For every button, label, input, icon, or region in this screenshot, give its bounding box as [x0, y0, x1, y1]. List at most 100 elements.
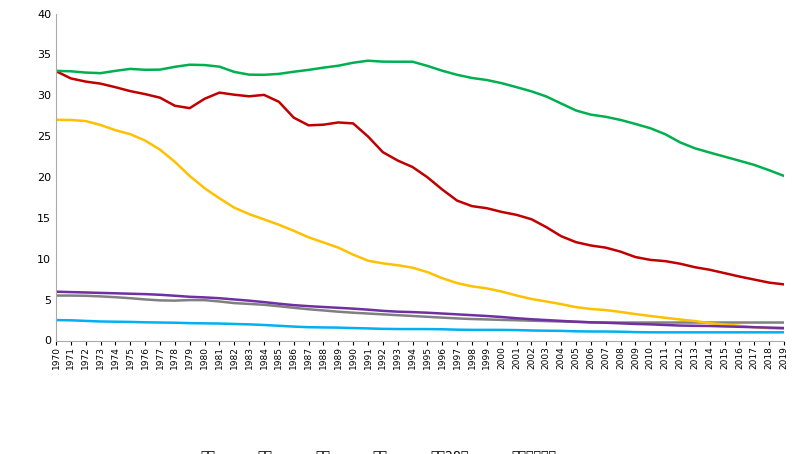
日本	[482, 317, 492, 322]
韩国	[51, 117, 61, 123]
Legend: 中国, 美国, 日本, 韩国, 欧盟28国, 最不发达国家: 中国, 美国, 日本, 韩国, 欧盟28国, 最不发达国家	[162, 445, 561, 454]
Line: 美国: 美国	[56, 320, 784, 332]
最不发达国家	[734, 158, 744, 163]
中国	[363, 134, 373, 139]
日本	[705, 320, 714, 325]
中国	[616, 249, 626, 254]
美国	[556, 328, 566, 334]
欧盟28国	[750, 325, 759, 330]
中国	[750, 277, 759, 282]
最不发达国家	[779, 173, 789, 178]
中国	[155, 95, 165, 100]
最不发达国家	[244, 72, 254, 77]
美国	[66, 317, 76, 323]
欧盟28国	[230, 297, 239, 302]
中国	[126, 89, 135, 94]
中国	[393, 158, 402, 163]
韩国	[244, 212, 254, 217]
韩国	[675, 317, 685, 322]
最不发达国家	[51, 68, 61, 74]
最不发达国家	[601, 114, 610, 119]
最不发达国家	[304, 67, 314, 73]
韩国	[734, 323, 744, 329]
中国	[542, 224, 551, 230]
美国	[764, 330, 774, 335]
韩国	[110, 128, 120, 133]
韩国	[96, 122, 106, 128]
中国	[289, 115, 298, 120]
最不发达国家	[200, 62, 210, 68]
欧盟28国	[660, 322, 670, 328]
欧盟28国	[720, 324, 730, 329]
日本	[438, 315, 447, 321]
美国	[140, 320, 150, 325]
美国	[348, 326, 358, 331]
中国	[110, 84, 120, 90]
中国	[630, 254, 640, 260]
日本	[526, 318, 536, 323]
美国	[274, 323, 284, 329]
中国	[408, 164, 418, 170]
中国	[646, 257, 655, 262]
最不发达国家	[230, 69, 239, 74]
最不发达国家	[259, 72, 269, 78]
美国	[630, 330, 640, 335]
中国	[556, 233, 566, 239]
中国	[378, 149, 388, 155]
最不发达国家	[467, 75, 477, 81]
韩国	[289, 228, 298, 233]
美国	[690, 330, 700, 335]
欧盟28国	[556, 318, 566, 324]
日本	[690, 320, 700, 325]
中国	[601, 245, 610, 250]
欧盟28国	[378, 308, 388, 314]
日本	[259, 302, 269, 307]
美国	[289, 324, 298, 329]
日本	[452, 316, 462, 321]
日本	[542, 318, 551, 324]
欧盟28国	[586, 320, 596, 325]
最不发达国家	[764, 168, 774, 173]
美国	[497, 327, 506, 333]
日本	[304, 306, 314, 312]
美国	[586, 329, 596, 334]
最不发达国家	[438, 68, 447, 74]
中国	[51, 69, 61, 74]
韩国	[200, 186, 210, 191]
美国	[110, 319, 120, 325]
中国	[675, 261, 685, 266]
最不发达国家	[289, 69, 298, 74]
欧盟28国	[616, 321, 626, 326]
美国	[214, 321, 224, 326]
最不发达国家	[422, 63, 432, 69]
中国	[779, 281, 789, 287]
最不发达国家	[720, 154, 730, 159]
韩国	[318, 240, 328, 245]
日本	[616, 320, 626, 325]
欧盟28国	[512, 316, 522, 321]
中国	[734, 274, 744, 279]
韩国	[408, 265, 418, 271]
中国	[185, 105, 194, 111]
欧盟28国	[764, 325, 774, 331]
日本	[274, 303, 284, 309]
Line: 中国: 中国	[56, 71, 784, 284]
中国	[140, 91, 150, 97]
最不发达国家	[170, 64, 180, 69]
韩国	[126, 132, 135, 137]
日本	[334, 309, 343, 315]
韩国	[304, 235, 314, 240]
韩国	[334, 245, 343, 250]
美国	[705, 330, 714, 335]
欧盟28国	[408, 309, 418, 315]
美国	[779, 330, 789, 335]
韩国	[660, 315, 670, 321]
中国	[304, 123, 314, 128]
日本	[96, 294, 106, 299]
日本	[348, 310, 358, 316]
韩国	[259, 217, 269, 222]
中国	[334, 120, 343, 125]
Line: 欧盟28国: 欧盟28国	[56, 291, 784, 328]
韩国	[81, 118, 90, 124]
欧盟28国	[274, 301, 284, 306]
